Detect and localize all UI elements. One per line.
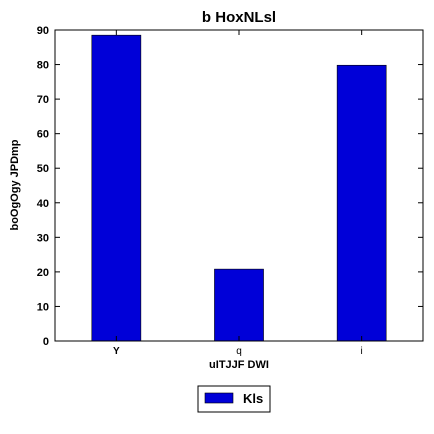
- plot-area: 0 10 20 30 40 50 60 70 80 90 Y q i: [37, 25, 424, 357]
- y-tick-label-50: 50: [37, 163, 49, 175]
- bar-i: [336, 64, 387, 342]
- bar-Y: [91, 34, 142, 342]
- chart-title: b HoxNLsl: [202, 9, 276, 26]
- y-tick-label-90: 90: [37, 25, 49, 37]
- y-tick-label-30: 30: [37, 232, 49, 244]
- y-tick-label-20: 20: [37, 267, 49, 279]
- x-tick-label-q: q: [236, 346, 242, 357]
- y-tick-label-70: 70: [37, 94, 49, 106]
- y-tick-label-80: 80: [37, 60, 49, 72]
- legend-label: Kls: [243, 391, 263, 406]
- legend: Kls: [197, 385, 271, 413]
- y-tick-label-10: 10: [37, 301, 49, 313]
- x-tick-label-Y: Y: [113, 346, 120, 357]
- y-tick-label-40: 40: [37, 198, 49, 210]
- x-axis-label: uITJJF DWI: [209, 359, 269, 371]
- x-tick-label-i: i: [361, 346, 363, 357]
- legend-swatch: [204, 392, 234, 404]
- y-tick-label-0: 0: [43, 336, 49, 348]
- legend-box: [197, 385, 271, 413]
- bar-q: [214, 268, 264, 342]
- y-tick-label-60: 60: [37, 129, 49, 141]
- y-axis-label: boOgOgy JPDmp: [9, 139, 21, 230]
